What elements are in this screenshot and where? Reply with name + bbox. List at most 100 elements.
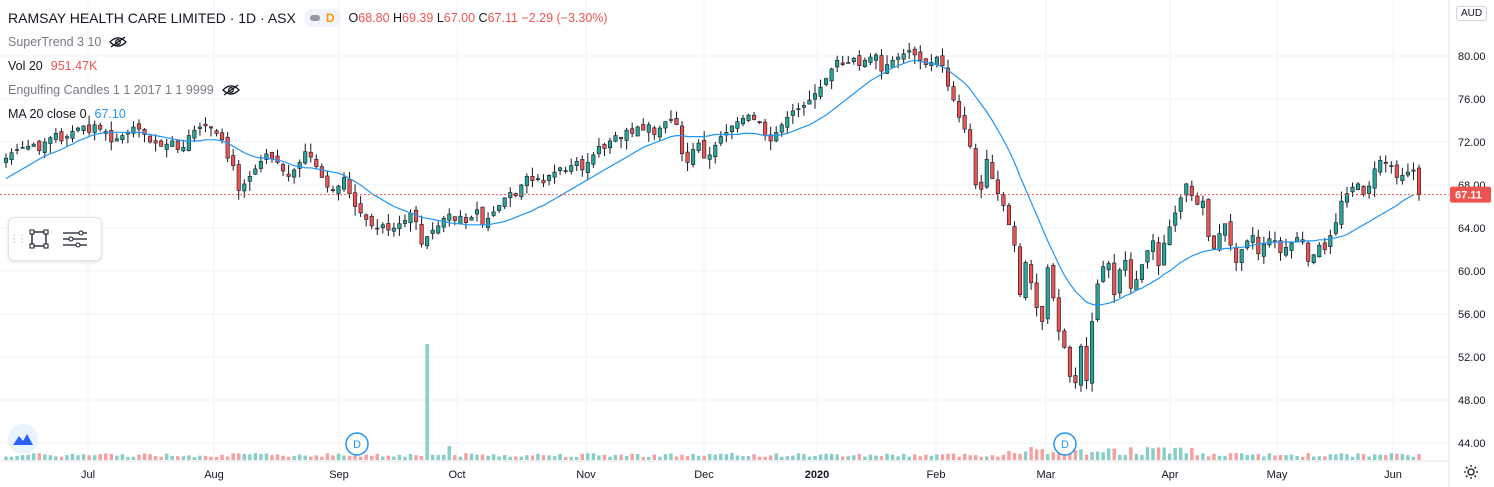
- supertrend-row[interactable]: SuperTrend 3 10: [8, 30, 608, 54]
- candle-body: [1167, 226, 1172, 245]
- candle-body: [136, 123, 142, 130]
- candle-body: [890, 59, 895, 68]
- x-tick-label: May: [1267, 469, 1288, 481]
- volume-bar: [852, 455, 856, 460]
- eye-off-icon[interactable]: [109, 36, 128, 48]
- engulfing-label[interactable]: Engulfing Candles 1 1 2017 1 1 9999: [8, 83, 214, 97]
- volume-bar: [879, 456, 884, 460]
- ma-row[interactable]: MA 20 close 0 67.10: [8, 102, 608, 126]
- volume-bar: [885, 453, 889, 460]
- volume-bar: [1129, 447, 1133, 460]
- volume-bar: [658, 456, 662, 460]
- candle-body: [1278, 240, 1283, 254]
- volume-bar: [264, 453, 269, 460]
- candle-body: [463, 217, 468, 223]
- volume-bar: [791, 455, 795, 460]
- chart-legend: RAMSAY HEALTH CARE LIMITED · 1D · ASX D …: [8, 6, 608, 126]
- volume-bar: [502, 455, 507, 460]
- candle-body: [757, 121, 762, 123]
- volume-bar: [1400, 453, 1405, 460]
- candle-body: [973, 148, 978, 186]
- volume-label[interactable]: Vol 20: [8, 59, 43, 73]
- text-settings-button[interactable]: [57, 221, 93, 257]
- volume-bar: [1079, 449, 1083, 460]
- volume-bar: [347, 456, 352, 460]
- candle-body: [170, 140, 175, 147]
- volume-bar: [669, 453, 673, 460]
- volume-bar: [1228, 453, 1233, 460]
- volume-bar: [663, 454, 668, 460]
- engulfing-row[interactable]: Engulfing Candles 1 1 2017 1 1 9999: [8, 78, 608, 102]
- volume-bar: [896, 456, 900, 460]
- volume-bar: [403, 456, 407, 460]
- candle-body: [1322, 242, 1327, 250]
- volume-bar: [1323, 456, 1327, 460]
- candle-body: [591, 154, 596, 165]
- candle-body: [1234, 247, 1239, 263]
- candle-body: [330, 189, 335, 191]
- volume-bar: [780, 456, 784, 460]
- drawing-toolbox[interactable]: ⋮⋮: [8, 217, 102, 261]
- open-value: 68.80: [358, 11, 390, 25]
- eye-off-icon[interactable]: [221, 84, 240, 96]
- candle-body: [1239, 249, 1244, 263]
- volume-bar: [1090, 451, 1094, 460]
- volume-bar: [1295, 455, 1299, 460]
- settings-gear-icon[interactable]: [1462, 463, 1480, 481]
- volume-bar: [1057, 451, 1061, 460]
- dividend-marker-icon[interactable]: D: [1053, 432, 1077, 456]
- candle-body: [646, 124, 651, 133]
- candle-body: [148, 135, 153, 143]
- volume-bar: [453, 455, 457, 460]
- candle-body: [186, 135, 191, 151]
- candle-body: [37, 140, 42, 151]
- candle-body: [1389, 165, 1394, 167]
- supertrend-label[interactable]: SuperTrend 3 10: [8, 35, 102, 49]
- volume-bar: [835, 454, 839, 460]
- candle-body: [81, 125, 86, 131]
- volume-bar: [358, 456, 363, 460]
- candle-body: [1056, 297, 1061, 332]
- candle-body: [696, 142, 701, 151]
- candle-body: [1106, 263, 1111, 271]
- drag-handle-icon[interactable]: ⋮⋮: [9, 233, 27, 245]
- volume-bar: [635, 454, 640, 460]
- candle-body: [901, 53, 906, 60]
- interval-badge[interactable]: D: [303, 9, 341, 27]
- currency-label[interactable]: AUD: [1456, 6, 1488, 21]
- volume-bar: [1190, 447, 1194, 460]
- candle-body: [436, 225, 441, 234]
- ma-label[interactable]: MA 20 close 0: [8, 107, 87, 121]
- volume-bar: [81, 454, 86, 460]
- candle-body: [159, 140, 164, 147]
- volume-row[interactable]: Vol 20 951.47K: [8, 54, 608, 78]
- candle-body: [269, 152, 274, 160]
- tradingview-logo-icon[interactable]: [8, 424, 38, 454]
- volume-bar: [142, 453, 147, 460]
- volume-bar: [857, 453, 862, 460]
- volume-bar: [59, 456, 64, 460]
- volume-bar: [1284, 455, 1288, 460]
- volume-bar: [951, 453, 956, 460]
- rectangle-tool-button[interactable]: [21, 221, 57, 257]
- volume-bar: [741, 456, 745, 460]
- close-label: C: [478, 11, 488, 25]
- volume-bar: [874, 455, 878, 460]
- candle-body: [912, 48, 917, 56]
- candle-body: [1411, 169, 1416, 172]
- volume-bar: [364, 454, 368, 460]
- volume-bar: [164, 453, 169, 460]
- candle-body: [569, 165, 574, 172]
- candle-body: [1311, 254, 1316, 264]
- volume-bar: [774, 453, 778, 460]
- symbol-title[interactable]: RAMSAY HEALTH CARE LIMITED · 1D · ASX: [8, 10, 296, 26]
- volume-bar: [1034, 449, 1039, 460]
- volume-bar: [1184, 453, 1188, 460]
- y-tick-label: 44.00: [1458, 438, 1486, 450]
- candle-body: [1173, 212, 1178, 226]
- volume-bar: [608, 456, 612, 460]
- dividend-marker-icon[interactable]: D: [345, 432, 369, 456]
- candle-body: [336, 185, 341, 194]
- candle-body: [574, 161, 579, 166]
